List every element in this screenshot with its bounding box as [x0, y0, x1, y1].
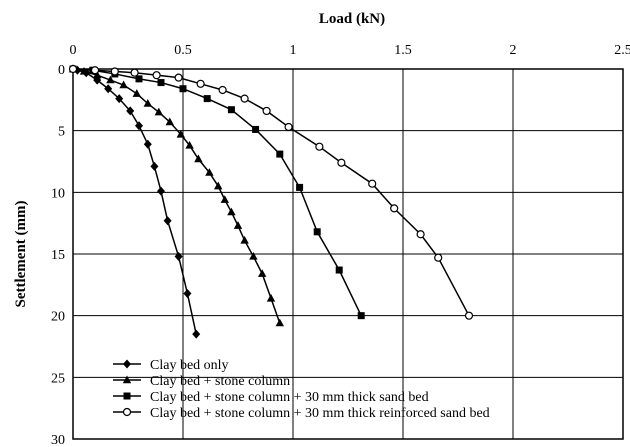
data-point — [152, 71, 161, 80]
data-point — [240, 94, 249, 103]
data-point — [183, 288, 192, 298]
data-point — [174, 251, 183, 261]
data-point — [143, 99, 152, 107]
data-point — [214, 181, 223, 190]
x-tick-label: 0.5 — [174, 43, 192, 58]
legend-label: Clay bed + stone column + 30 mm thick sa… — [150, 390, 429, 405]
data-point — [110, 67, 119, 76]
data-point — [135, 75, 143, 83]
x-axis-title: Load (kN) — [319, 11, 385, 27]
data-point — [464, 311, 474, 320]
data-point — [434, 253, 443, 262]
legend-entry: Clay bed + stone column — [113, 374, 290, 389]
data-point — [335, 266, 343, 274]
data-point — [194, 154, 203, 163]
data-point — [220, 195, 229, 203]
legend-label: Clay bed only — [150, 358, 229, 373]
data-point — [115, 94, 124, 104]
data-point — [227, 106, 235, 114]
data-point — [119, 80, 128, 89]
x-tick-label: 2 — [510, 43, 517, 58]
legend-marker — [123, 392, 131, 400]
data-point — [416, 230, 425, 239]
data-point — [157, 186, 165, 196]
data-point — [104, 84, 113, 94]
data-point — [227, 207, 236, 216]
data-point — [157, 79, 165, 87]
data-point — [154, 107, 163, 116]
axis-ticks: 0 0.5 1 1.5 2 2.5 0 5 10 15 20 25 30 — [51, 43, 630, 447]
y-tick-label: 20 — [51, 310, 65, 325]
legend-marker — [122, 407, 132, 417]
series-2 — [68, 64, 284, 327]
legend-label: Clay bed + stone column + 30 mm thick re… — [150, 406, 490, 421]
legend-entry: Clay bed + stone column + 30 mm thick sa… — [113, 390, 429, 405]
legend-entry: Clay bed + stone column + 30 mm thick re… — [113, 406, 490, 421]
x-tick-label: 2.5 — [614, 43, 630, 58]
data-point — [390, 204, 399, 213]
data-point — [185, 140, 194, 149]
legend-marker — [123, 359, 131, 369]
data-point — [132, 89, 141, 97]
data-point — [163, 216, 172, 226]
data-point — [249, 251, 258, 260]
data-point — [150, 161, 159, 171]
legend-marker — [122, 375, 132, 384]
data-point — [143, 139, 152, 149]
data-point — [130, 68, 139, 77]
y-tick-label: 10 — [51, 186, 65, 201]
y-axis-title: Settlement (mm) — [13, 200, 29, 307]
data-point — [357, 312, 365, 320]
x-tick-label: 1.5 — [394, 43, 412, 58]
data-point — [192, 329, 201, 339]
data-point — [179, 85, 187, 93]
series — [68, 64, 474, 339]
data-point — [315, 142, 324, 151]
data-point — [174, 73, 183, 82]
data-point — [262, 106, 271, 116]
data-point — [93, 70, 102, 79]
legend-entry: Clay bed only — [113, 358, 229, 373]
series-line — [72, 68, 362, 316]
data-point — [252, 125, 260, 133]
data-point — [258, 269, 267, 277]
series-line — [72, 68, 197, 335]
data-point — [79, 66, 89, 75]
series-4 — [68, 64, 474, 320]
data-point — [106, 75, 115, 84]
data-point — [368, 179, 377, 188]
data-point — [68, 64, 78, 74]
data-point — [90, 66, 100, 75]
data-point — [275, 318, 284, 327]
data-point — [203, 95, 211, 103]
data-point — [196, 79, 205, 88]
data-point — [337, 158, 346, 167]
y-tick-label: 0 — [58, 63, 65, 78]
data-point — [240, 235, 249, 244]
y-tick-label: 5 — [58, 125, 65, 140]
data-point — [126, 106, 135, 116]
data-point — [266, 293, 276, 302]
y-tick-label: 25 — [51, 371, 65, 386]
plot-frame — [72, 68, 624, 440]
data-point — [313, 228, 321, 236]
x-tick-label: 0 — [70, 43, 77, 58]
data-point — [176, 129, 185, 138]
data-point — [284, 122, 293, 132]
data-point — [135, 121, 143, 131]
data-point — [205, 168, 214, 176]
y-tick-label: 15 — [51, 248, 65, 263]
x-tick-label: 1 — [290, 43, 297, 58]
data-point — [296, 183, 304, 191]
data-point — [233, 221, 243, 229]
legend-label: Clay bed + stone column — [150, 374, 290, 389]
y-tick-label: 30 — [51, 433, 65, 447]
data-point — [276, 150, 284, 158]
data-point — [218, 85, 227, 95]
series-1 — [69, 64, 201, 339]
data-point — [165, 117, 174, 126]
series-line — [72, 68, 281, 324]
